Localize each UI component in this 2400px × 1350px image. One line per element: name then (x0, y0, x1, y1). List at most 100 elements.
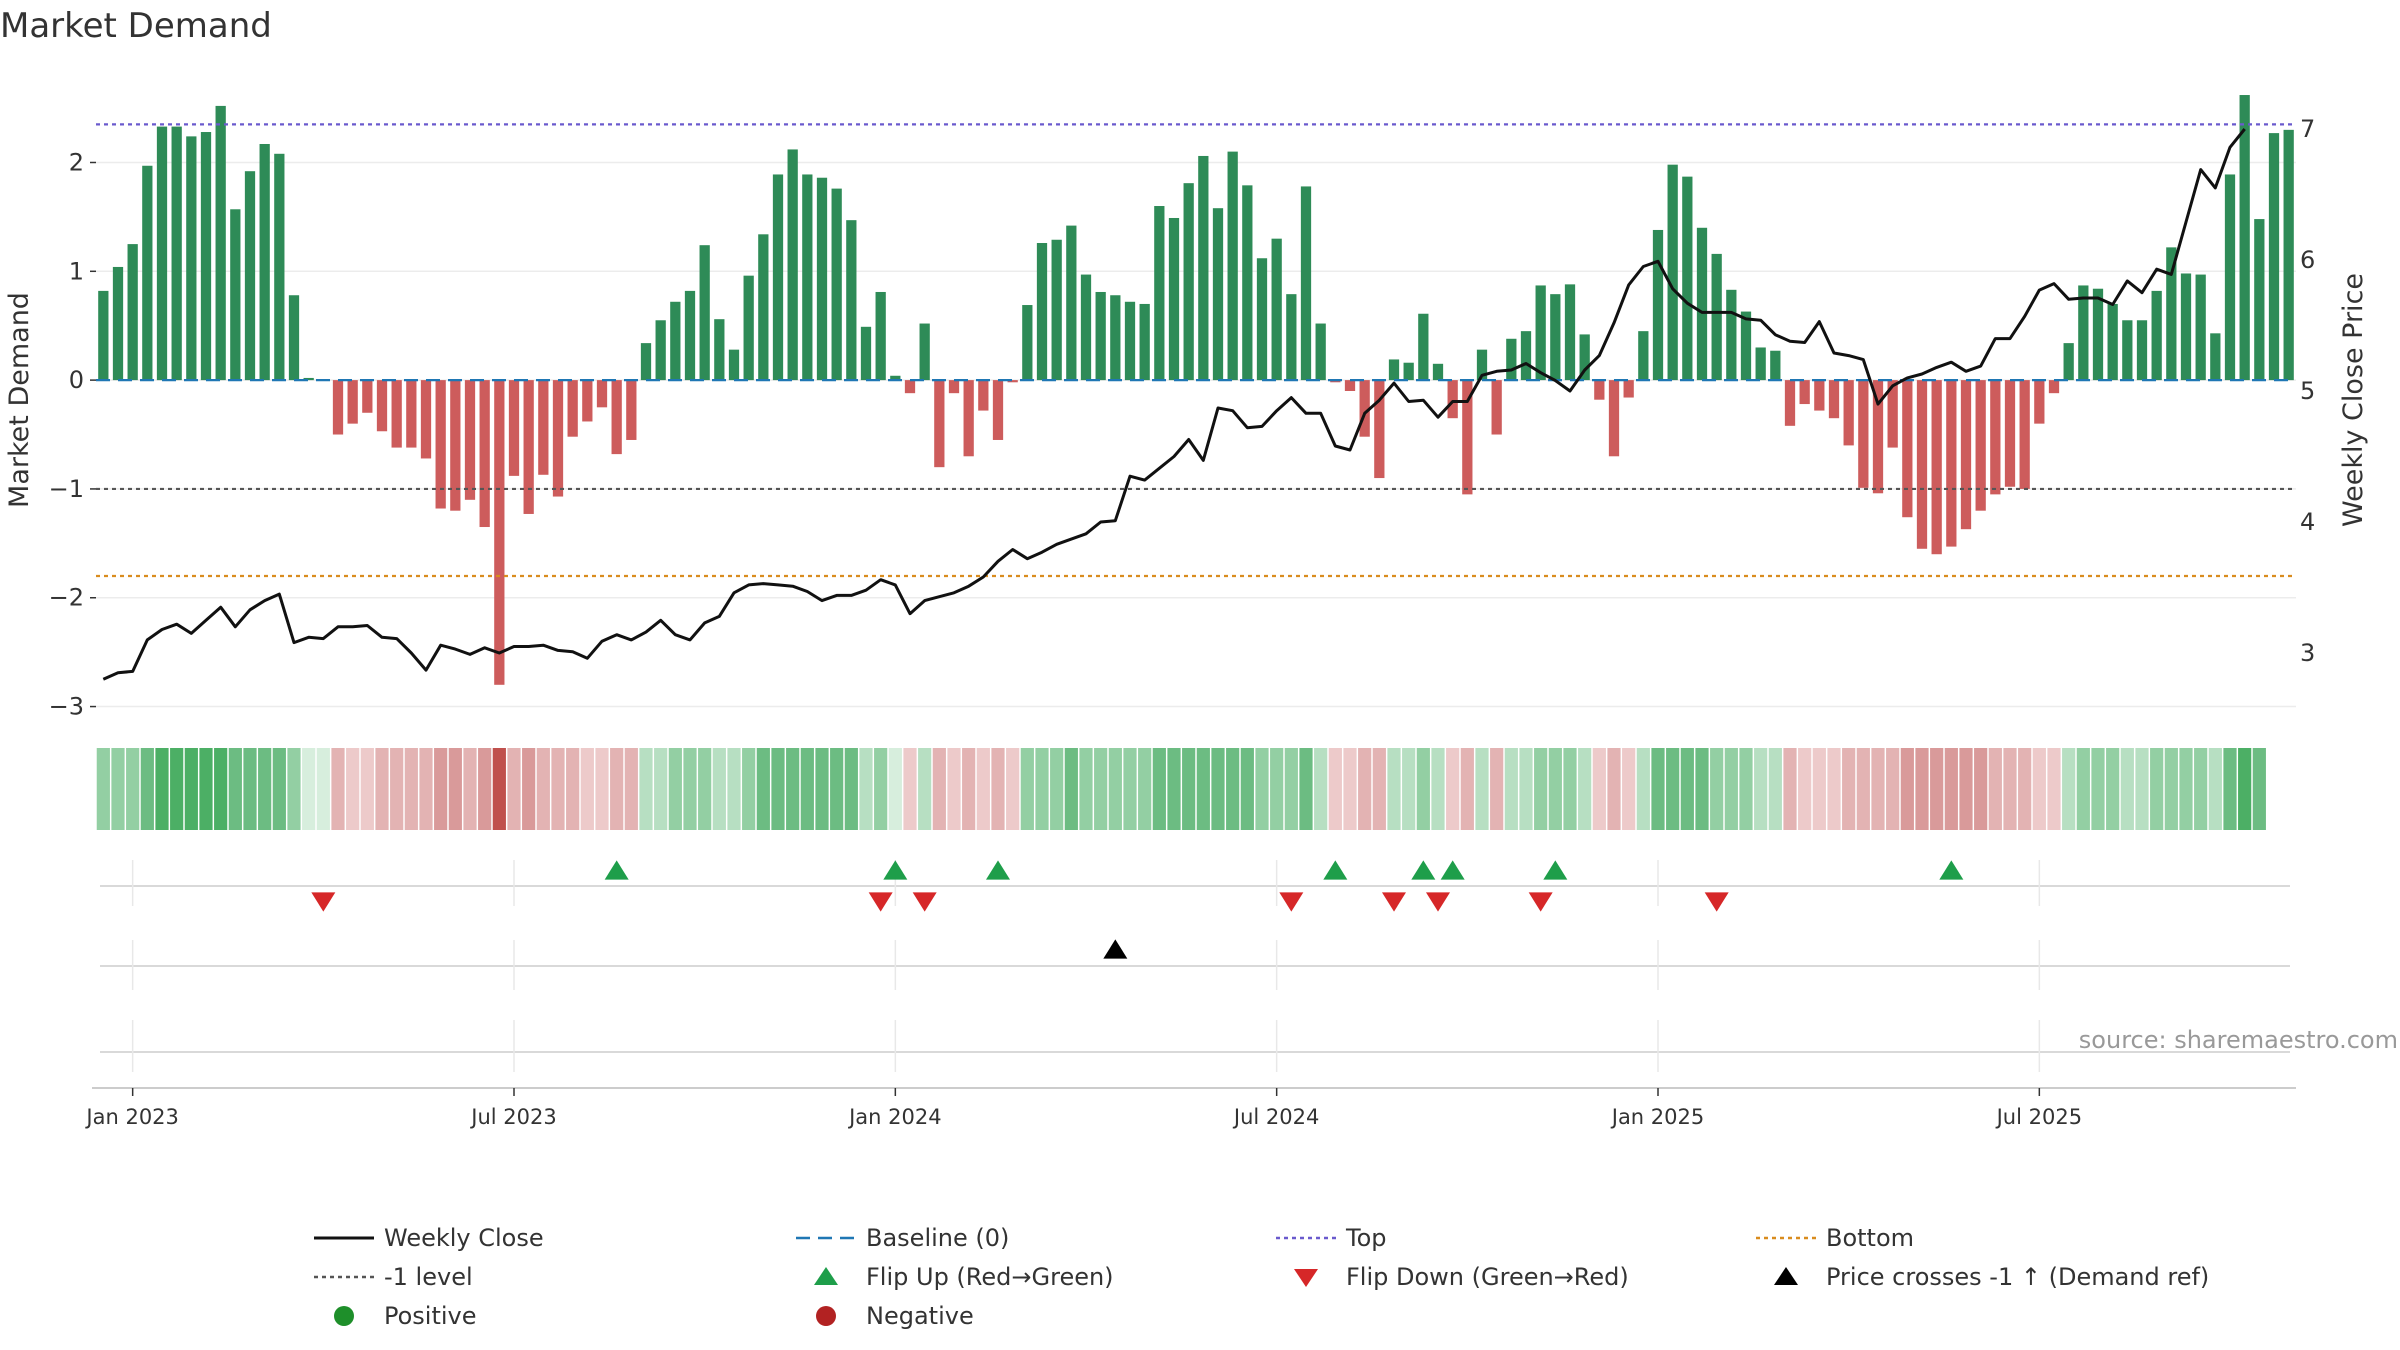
legend-label: Bottom (1826, 1224, 1914, 1252)
demand-bar (230, 209, 241, 381)
demand-bar (1814, 380, 1825, 411)
left-tick-label: −3 (49, 693, 84, 721)
heat-cell (1739, 748, 1753, 830)
heat-cell (1064, 748, 1078, 830)
left-tick-label: −1 (49, 475, 84, 503)
demand-bar (2151, 290, 2162, 381)
left-tick-label: 0 (69, 366, 84, 394)
heat-cell (1387, 748, 1401, 830)
flip-down-marker (1382, 892, 1406, 912)
heat-cell (228, 748, 242, 830)
flip-up-marker (1440, 860, 1465, 880)
heat-cell (1108, 748, 1122, 830)
heat-cell (874, 748, 888, 830)
demand-bar (2283, 129, 2294, 381)
demand-bar (1872, 380, 1884, 494)
left-axis-ticks: 2 1 0 −1 −2 −3 (49, 148, 96, 721)
demand-bar (787, 149, 798, 381)
heat-cell (551, 748, 565, 830)
heat-cell (375, 748, 389, 830)
demand-bar (670, 301, 681, 381)
demand-bar (494, 380, 505, 685)
heat-cell (947, 748, 961, 830)
heat-cell (580, 748, 594, 830)
flip-up-marker (604, 860, 629, 880)
heat-cell (492, 748, 506, 830)
heat-cell (1020, 748, 1034, 830)
heat-cell (536, 748, 550, 830)
demand-bar (215, 105, 226, 381)
heat-cell (1299, 748, 1313, 830)
flip-up-marker (1323, 860, 1348, 880)
demand-bar (582, 380, 593, 422)
heat-cell (2238, 748, 2252, 830)
demand-bar (1374, 380, 1385, 479)
heat-cell (800, 748, 814, 830)
heat-cell (390, 748, 404, 830)
demand-bar (875, 291, 886, 381)
heat-cell (786, 748, 800, 830)
demand-bar (978, 380, 989, 411)
demand-bar (1403, 362, 1414, 381)
heat-cell (1563, 748, 1577, 830)
heat-cell (1783, 748, 1797, 830)
demand-bars (98, 95, 2294, 685)
demand-bar (611, 380, 622, 455)
heat-cell (683, 748, 697, 830)
weekly-close-line (102, 128, 2246, 681)
right-axis-label: Weekly Close Price (2338, 273, 2369, 527)
demand-bar (274, 153, 285, 381)
left-tick-label: −2 (49, 584, 84, 612)
demand-bar (332, 380, 344, 435)
legend-item-flip-up: Flip Up (Red→Green) (814, 1263, 1114, 1291)
demand-bar (1462, 380, 1473, 495)
price-cross-marker (1103, 939, 1128, 959)
demand-bar (1506, 338, 1517, 381)
heat-cell (991, 748, 1005, 830)
heat-cell (756, 748, 770, 830)
demand-bar (1036, 243, 1048, 381)
heat-cell (1974, 748, 1988, 830)
demand-bar (2224, 174, 2236, 381)
legend-item-weekly-close: Weekly Close (314, 1224, 544, 1252)
legend-item-price-cross: Price crosses -1 ↑ (Demand ref) (1774, 1263, 2209, 1291)
demand-bar (1711, 253, 1722, 381)
flip-up-marker (883, 860, 908, 880)
demand-bar (244, 171, 256, 381)
heat-cell (742, 748, 756, 830)
demand-bar (1608, 380, 1620, 457)
demand-bar (1902, 380, 1913, 518)
demand-bar (1799, 380, 1810, 405)
demand-bar (1447, 380, 1458, 419)
demand-bar (2107, 303, 2118, 381)
heat-cell (903, 748, 917, 830)
flip-down-marker (868, 892, 893, 912)
heat-cell (932, 748, 946, 830)
demand-bar (1638, 331, 1649, 381)
demand-bar (2210, 333, 2221, 381)
heat-cell (1534, 748, 1548, 830)
demand-bar (1667, 164, 1678, 381)
demand-bar (846, 220, 857, 381)
demand-bar (2063, 343, 2074, 381)
heat-cell (1196, 748, 1210, 830)
demand-bar (816, 177, 828, 381)
heat-cell (1798, 748, 1812, 830)
event-rows (100, 860, 2290, 1072)
demand-bar (2092, 288, 2104, 381)
heat-cell (1915, 748, 1929, 830)
demand-bar (1682, 176, 1693, 381)
demand-bar (963, 380, 974, 457)
flip-down-marker (912, 892, 937, 912)
demand-bar (1212, 208, 1224, 381)
legend-label: -1 level (384, 1263, 473, 1291)
heat-cell (1152, 748, 1166, 830)
demand-bar (1110, 295, 1121, 381)
demand-bar (2048, 380, 2060, 394)
heat-cell (346, 748, 360, 830)
demand-bar (98, 290, 109, 381)
demand-bar (1946, 380, 1957, 547)
heat-cell (727, 748, 741, 830)
demand-bar (1887, 380, 1898, 448)
